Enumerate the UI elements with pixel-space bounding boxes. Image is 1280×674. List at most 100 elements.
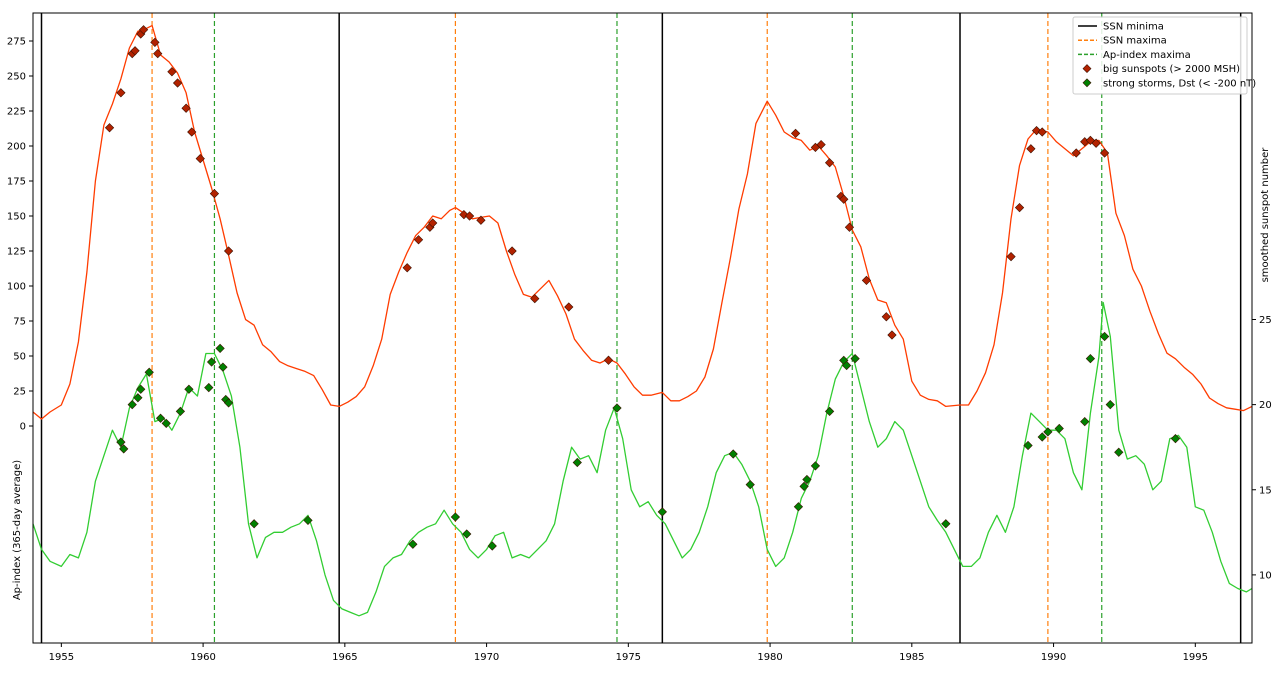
x-tick-label: 1995 <box>1183 652 1208 663</box>
strong-storm-marker <box>303 515 313 526</box>
strong-storm-marker <box>450 512 461 522</box>
big-sunspot-marker <box>138 25 149 35</box>
right-axis-title: smoothed sunspot number <box>1260 147 1271 283</box>
strong-storm-marker <box>841 360 852 371</box>
big-sunspot-marker <box>209 188 220 199</box>
big-sunspot-marker <box>881 312 891 322</box>
strong-storm-marker <box>745 480 755 490</box>
strong-storm-marker <box>136 384 146 394</box>
big-sunspot-marker <box>104 123 115 133</box>
strong-storm-marker <box>408 539 418 549</box>
strong-storm-marker <box>657 507 667 517</box>
ssn-tick-label: 225 <box>7 107 26 118</box>
big-sunspot-marker <box>428 218 438 228</box>
big-sunspot-marker <box>116 88 126 98</box>
ap-tick-label: 15 <box>1259 485 1272 496</box>
ssn-tick-label: 250 <box>7 72 26 83</box>
big-sunspot-marker <box>790 128 801 139</box>
big-sunspot-marker <box>195 153 205 164</box>
big-sunspot-marker <box>1006 251 1016 262</box>
ssn-tick-label: 50 <box>13 352 26 363</box>
x-tick-label: 1960 <box>190 652 215 663</box>
big-sunspot-marker <box>172 78 183 88</box>
left-axis-title: Ap-index (365-day average) <box>12 460 23 600</box>
big-sunspot-marker <box>1071 148 1081 158</box>
big-sunspot-marker <box>223 246 234 256</box>
big-sunspot-marker <box>844 222 855 232</box>
strong-storm-marker <box>728 449 738 459</box>
x-tick-label: 1980 <box>757 652 782 663</box>
ap-tick-label: 10 <box>1259 570 1272 581</box>
strong-storm-marker <box>127 399 137 410</box>
strong-storm-marker <box>1037 432 1047 442</box>
strong-storm-marker <box>802 474 812 485</box>
x-tick-label: 1990 <box>1041 652 1066 663</box>
big-sunspot-marker <box>153 48 163 59</box>
ssn-tick-label: 75 <box>13 317 26 328</box>
big-sunspot-marker <box>861 275 872 286</box>
x-tick-label: 1970 <box>474 652 499 663</box>
x-tick-label: 1955 <box>49 652 74 663</box>
big-sunspot-marker <box>1099 148 1110 158</box>
ssn-tick-label: 0 <box>20 422 26 433</box>
strong-storm-marker <box>793 502 804 512</box>
sunspot-number-line <box>32 24 1253 420</box>
axes: 1955 1960 1965 1970 1975 1980 1985 1990 1995 0 25 5… <box>7 37 1272 664</box>
strong-storm-marker <box>572 457 582 468</box>
ap-tick-label: 20 <box>1259 400 1272 411</box>
strong-storm-marker <box>1054 423 1064 434</box>
strong-storm-marker <box>144 367 154 377</box>
big-sunspot-marker <box>1014 202 1025 213</box>
strong-storm-marker <box>1099 331 1110 342</box>
big-sunspot-marker <box>402 263 412 273</box>
strong-storm-marker <box>612 403 622 413</box>
ssn-tick-label: 125 <box>7 247 26 258</box>
ssn-tick-label: 275 <box>7 37 26 48</box>
ssn-tick-label: 25 <box>13 387 26 398</box>
strong-storm-marker <box>1043 427 1053 437</box>
big-sunspot-marker <box>464 211 475 221</box>
legend-label: SSN maxima <box>1103 36 1167 47</box>
strong-storm-marker <box>1023 440 1033 451</box>
big-sunspot-marker <box>816 139 826 150</box>
ssn-tick-label: 175 <box>7 177 26 188</box>
big-sunspot-marker <box>150 37 160 48</box>
big-sunspot-marker <box>181 103 191 113</box>
x-tick-label: 1985 <box>899 652 924 663</box>
big-sunspot-marker <box>824 158 835 168</box>
big-sunspot-marker <box>564 302 574 312</box>
legend-label: Ap-index maxima <box>1103 50 1191 61</box>
strong-storm-marker <box>1170 434 1181 444</box>
big-sunspot-marker <box>887 330 897 340</box>
strong-storm-marker <box>215 343 225 354</box>
ap-tick-label: 25 <box>1259 315 1272 326</box>
strong-storm-marker <box>161 418 171 428</box>
strong-storm-marker <box>1114 447 1124 457</box>
strong-storm-marker <box>184 384 194 394</box>
strong-storm-marker <box>941 519 951 529</box>
strong-storm-marker <box>799 481 809 491</box>
legend-label: big sunspots (> 2000 MSH) <box>1103 64 1240 75</box>
strong-storm-marker <box>116 437 126 447</box>
x-tick-label: 1975 <box>616 652 641 663</box>
legend: SSN minima SSN maxima Ap-index maxima big s… <box>1072 16 1256 95</box>
legend-marker <box>1082 78 1092 88</box>
legend-label: SSN minima <box>1103 22 1164 33</box>
strong-storm-marker <box>249 519 259 529</box>
strong-storm-marker <box>462 529 472 539</box>
big-sunspot-marker <box>1026 144 1036 154</box>
strong-storm-marker <box>175 406 186 417</box>
ap-index-line <box>32 301 1253 617</box>
big-sunspot-marker <box>413 235 424 245</box>
big-sunspot-marker <box>1091 138 1101 148</box>
event-markers <box>104 25 1181 551</box>
strong-storm-marker <box>133 393 143 403</box>
x-tick-label: 1965 <box>332 652 357 663</box>
series-lines <box>32 24 1253 617</box>
strong-storm-marker <box>119 444 129 454</box>
big-sunspot-marker <box>476 215 486 225</box>
strong-storm-marker <box>1105 399 1115 410</box>
big-sunspot-marker <box>187 127 197 137</box>
